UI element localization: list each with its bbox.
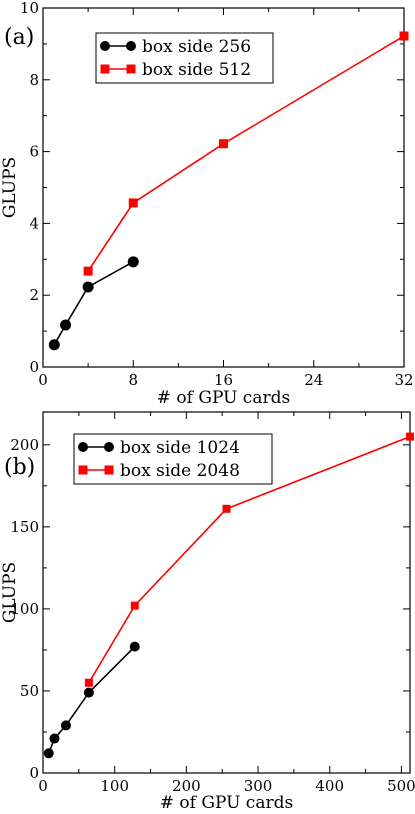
data-point-1 <box>60 720 71 731</box>
series-line-1 <box>47 646 136 754</box>
data-point-2 <box>399 31 409 41</box>
y-axis-label: GLUPS <box>0 157 20 218</box>
x-tick-label: 0 <box>38 777 48 795</box>
legend-label-2: box side 2048 <box>120 461 240 481</box>
x-tick-label: 200 <box>172 777 201 795</box>
x-tick-label: 32 <box>394 371 413 389</box>
data-point-1 <box>43 748 54 759</box>
data-point-2 <box>130 601 139 610</box>
legend-box <box>73 433 273 485</box>
y-tick-label: 10 <box>20 0 39 17</box>
data-point-1 <box>127 256 139 268</box>
data-point-1 <box>129 641 140 652</box>
y-tick-label: 8 <box>29 71 39 89</box>
x-tick-label: 500 <box>387 777 415 795</box>
data-point-2 <box>84 678 93 687</box>
x-axis-label: # of GPU cards <box>160 793 293 813</box>
legend: box side 1024 box side 2048 <box>73 433 273 485</box>
data-point-1 <box>82 281 94 293</box>
y-tick-label: 2 <box>29 286 39 304</box>
y-tick-label: 0 <box>29 764 39 782</box>
data-point-2 <box>83 266 93 276</box>
panel-label: (a) <box>4 25 34 50</box>
x-axis-label: # of GPU cards <box>157 388 290 408</box>
x-tick-label: 24 <box>304 371 323 389</box>
y-axis-label: GLUPS <box>0 562 20 623</box>
data-point-2 <box>222 504 231 513</box>
data-point-2 <box>406 432 414 441</box>
series-line-2 <box>88 435 411 684</box>
x-tick-label: 100 <box>100 777 129 795</box>
x-tick-label: 400 <box>315 777 344 795</box>
x-tick-label: 0 <box>38 371 48 389</box>
legend-marker-2 <box>104 465 114 475</box>
legend-label-1: box side 1024 <box>120 438 240 458</box>
legend-marker-2 <box>78 465 88 475</box>
y-tick-label: 100 <box>10 600 39 618</box>
data-point-1 <box>60 319 72 331</box>
y-tick-label: 150 <box>10 518 39 536</box>
legend-marker-1 <box>100 41 110 51</box>
legend-marker-2 <box>126 64 136 74</box>
legend-label-1: box side 256 <box>142 37 251 57</box>
y-tick-label: 0 <box>29 358 39 376</box>
legend: box side 256 box side 512 <box>95 32 274 84</box>
data-point-1 <box>83 687 94 698</box>
data-point-1 <box>48 339 60 351</box>
x-tick-label: 16 <box>214 371 233 389</box>
data-point-1 <box>49 733 60 744</box>
legend-marker-1 <box>126 41 136 51</box>
plot-frame <box>42 411 411 774</box>
y-tick-label: 200 <box>10 436 39 454</box>
series-line-1 <box>53 261 134 346</box>
y-tick-label: 4 <box>29 214 39 232</box>
y-tick-label: 6 <box>29 143 39 161</box>
legend-marker-1 <box>104 442 114 452</box>
panel-label: (b) <box>4 455 35 480</box>
data-point-2 <box>219 139 228 149</box>
legend-box <box>95 32 274 84</box>
legend-marker-1 <box>78 442 88 452</box>
data-point-2 <box>128 198 138 208</box>
legend-label-2: box side 512 <box>142 60 251 80</box>
y-tick-label: 50 <box>20 682 39 700</box>
series-line-2 <box>87 35 405 272</box>
x-tick-label: 8 <box>128 371 138 389</box>
legend-marker-2 <box>100 64 110 74</box>
x-tick-label: 300 <box>244 777 273 795</box>
